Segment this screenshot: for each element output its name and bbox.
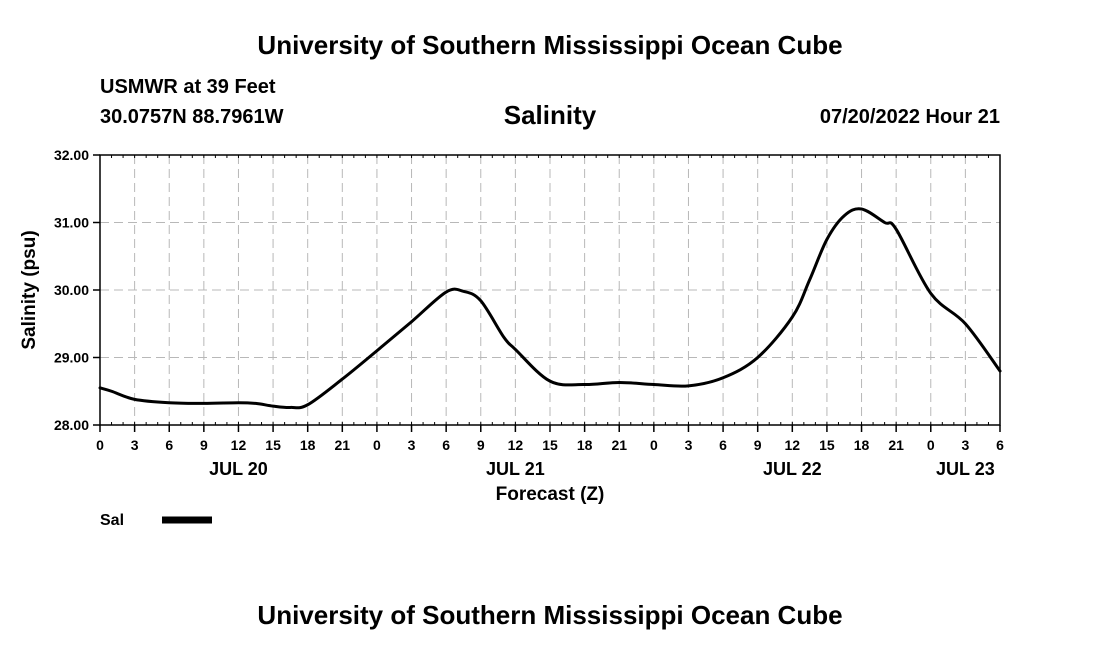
x-tick-label: 3: [685, 437, 693, 453]
y-tick-label: 32.00: [54, 147, 89, 163]
day-label: JUL 22: [763, 459, 822, 479]
day-label: JUL 23: [936, 459, 995, 479]
x-tick-label: 3: [131, 437, 139, 453]
x-tick-label: 6: [996, 437, 1004, 453]
legend-label-sal: Sal: [100, 512, 124, 529]
grid-lines: [100, 155, 1000, 425]
variable-title: Salinity: [503, 100, 597, 130]
x-tick-label: 15: [819, 437, 835, 453]
x-tick-label: 21: [888, 437, 904, 453]
footer-title: University of Southern Mississippi Ocean…: [257, 600, 843, 630]
x-tick-label: 6: [719, 437, 727, 453]
x-tick-label: 15: [542, 437, 558, 453]
x-tick-label: 18: [300, 437, 316, 453]
x-tick-label: 21: [335, 437, 351, 453]
y-tick-label: 29.00: [54, 350, 89, 366]
x-tick-label: 12: [231, 437, 247, 453]
legend: Sal: [100, 512, 212, 529]
x-tick-label: 0: [650, 437, 658, 453]
x-tick-label: 18: [577, 437, 593, 453]
x-tick-label: 3: [961, 437, 969, 453]
x-tick-label: 15: [265, 437, 281, 453]
y-tick-label: 30.00: [54, 282, 89, 298]
salinity-series-line: [98, 207, 1002, 410]
x-tick-label: 12: [785, 437, 801, 453]
y-axis-label: Salinity (psu): [19, 230, 40, 349]
day-label: JUL 20: [209, 459, 268, 479]
x-axis-label: Forecast (Z): [496, 484, 605, 505]
station-coordinates: 30.0757N 88.7961W: [100, 106, 284, 128]
y-tick-label: 31.00: [54, 215, 89, 231]
x-tick-label: 9: [754, 437, 762, 453]
forecast-timestamp: 07/20/2022 Hour 21: [819, 106, 1000, 128]
x-tick-label: 6: [165, 437, 173, 453]
x-tick-label: 12: [508, 437, 524, 453]
x-tick-label: 0: [373, 437, 381, 453]
day-label: JUL 21: [486, 459, 545, 479]
x-tick-label: 0: [96, 437, 104, 453]
chart-title: University of Southern Mississippi Ocean…: [257, 30, 843, 60]
x-tick-label: 6: [442, 437, 450, 453]
axes: 28.00 29.00 30.00 31.00 32.00 0 3 6 9 12 15 18 21 0 3 6…: [54, 147, 1004, 479]
x-tick-label: 21: [611, 437, 627, 453]
x-tick-label: 3: [408, 437, 416, 453]
x-tick-label: 0: [927, 437, 935, 453]
x-tick-label: 9: [477, 437, 485, 453]
x-tick-label: 18: [854, 437, 870, 453]
y-tick-label: 28.00: [54, 417, 89, 433]
station-label: USMWR at 39 Feet: [100, 76, 276, 98]
x-tick-label: 9: [200, 437, 208, 453]
